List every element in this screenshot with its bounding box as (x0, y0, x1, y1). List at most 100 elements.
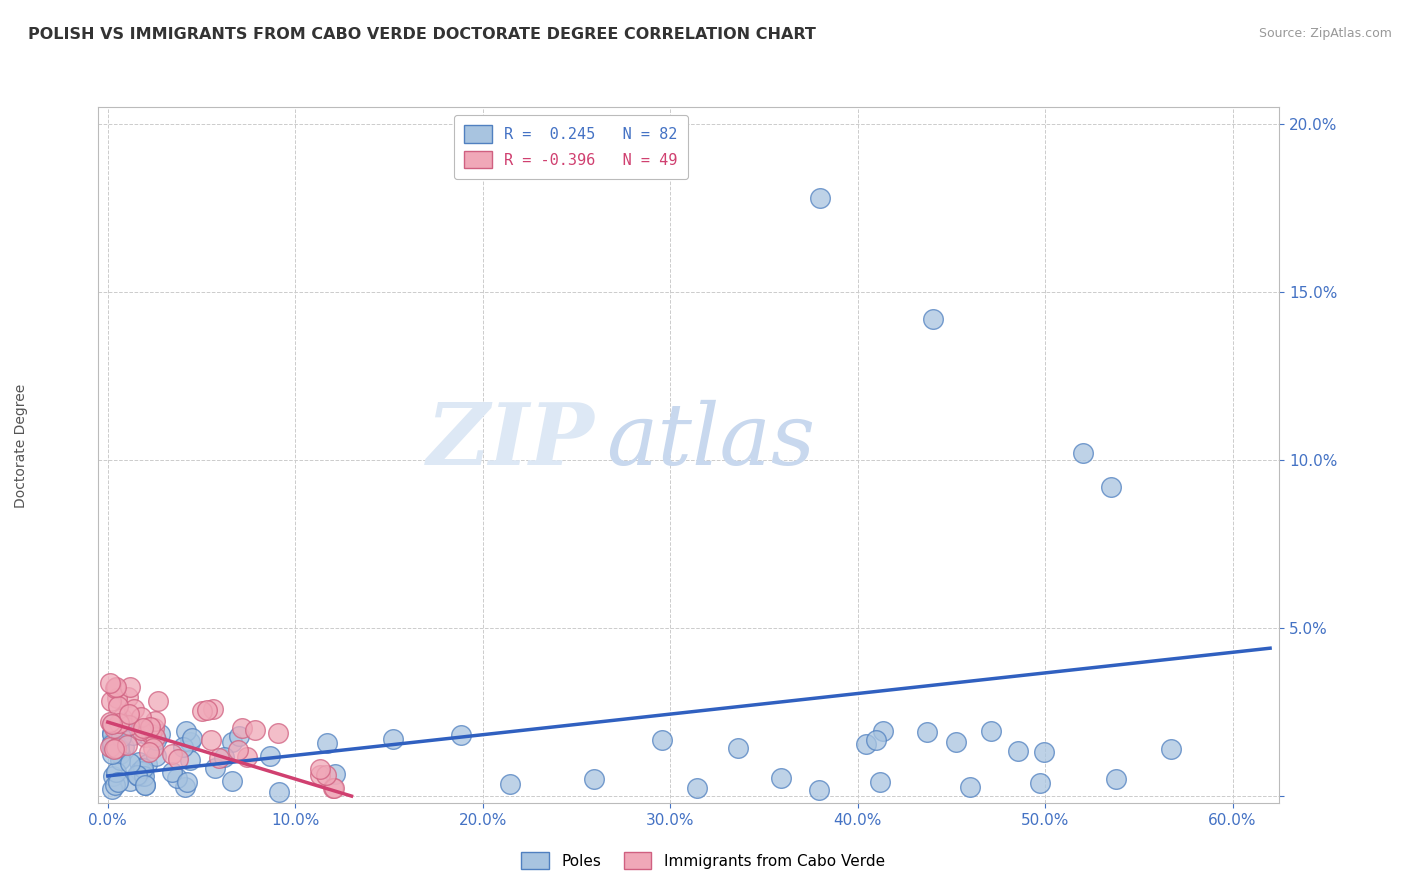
Point (145, 749, 167, 764)
Point (115, 738, 138, 752)
Point (100, 737, 122, 751)
Point (107, 774, 129, 789)
Point (259, 748, 281, 763)
Point (980, 724, 1002, 739)
Point (921, 311, 943, 326)
Point (200, 733, 222, 747)
Point (872, 724, 894, 739)
Point (139, 720, 162, 734)
Point (236, 750, 259, 764)
Point (309, 768, 332, 782)
Point (142, 741, 165, 756)
Point (135, 756, 157, 771)
Point (499, 776, 522, 790)
Point (108, 742, 131, 756)
Point (865, 733, 887, 747)
Point (1029, 776, 1052, 790)
Text: Source: ZipAtlas.com: Source: ZipAtlas.com (1258, 27, 1392, 40)
Legend: Poles, Immigrants from Cabo Verde: Poles, Immigrants from Cabo Verde (515, 846, 891, 875)
Point (166, 771, 188, 785)
Point (110, 730, 132, 744)
Point (103, 721, 125, 735)
Point (98, 676, 121, 690)
Point (149, 726, 172, 740)
Point (100, 694, 122, 708)
Point (134, 779, 156, 793)
Point (202, 702, 225, 716)
Point (111, 715, 134, 730)
Point (582, 772, 605, 787)
Point (134, 769, 156, 783)
Point (117, 690, 139, 705)
Point (98, 715, 121, 730)
Point (142, 721, 165, 735)
Point (101, 735, 124, 749)
Point (176, 723, 198, 738)
Point (143, 730, 166, 744)
Point (138, 745, 160, 759)
Point (118, 774, 141, 789)
Point (651, 733, 673, 747)
Point (267, 726, 290, 740)
Point (174, 780, 197, 794)
Point (111, 711, 134, 725)
Point (855, 737, 877, 751)
Point (315, 768, 337, 782)
Point (132, 722, 155, 736)
Point (221, 735, 243, 749)
Point (129, 710, 152, 724)
Point (105, 691, 128, 706)
Point (191, 704, 214, 718)
Point (101, 769, 124, 783)
Point (325, 766, 347, 780)
Point (107, 698, 129, 713)
Point (226, 742, 249, 756)
Point (945, 735, 967, 749)
Point (179, 735, 201, 749)
Point (315, 736, 337, 750)
Text: Doctorate Degree: Doctorate Degree (14, 384, 28, 508)
Point (1071, 446, 1094, 460)
Point (128, 755, 150, 769)
Point (118, 718, 141, 732)
Point (1007, 744, 1029, 758)
Point (103, 681, 125, 696)
Point (108, 747, 131, 761)
Point (131, 764, 153, 778)
Point (727, 740, 749, 755)
Point (129, 723, 152, 737)
Point (127, 768, 149, 782)
Point (160, 747, 183, 762)
Point (160, 765, 183, 780)
Point (959, 780, 981, 795)
Point (167, 751, 190, 765)
Point (267, 784, 290, 798)
Point (309, 762, 332, 776)
Point (103, 741, 125, 756)
Point (1105, 772, 1128, 787)
Point (869, 774, 891, 789)
Point (221, 774, 243, 789)
Point (450, 728, 472, 742)
Point (134, 731, 156, 745)
Point (915, 725, 938, 739)
Point (134, 778, 156, 792)
Point (143, 714, 166, 728)
Text: ZIP: ZIP (426, 400, 595, 483)
Point (128, 764, 150, 779)
Point (100, 747, 122, 762)
Point (100, 727, 122, 741)
Point (145, 733, 167, 747)
Point (381, 731, 404, 746)
Point (135, 727, 157, 741)
Point (118, 756, 141, 771)
Point (208, 750, 231, 764)
Text: atlas: atlas (606, 400, 815, 483)
Point (104, 740, 127, 755)
Legend: R =  0.245   N = 82, R = -0.396   N = 49: R = 0.245 N = 82, R = -0.396 N = 49 (454, 115, 688, 179)
Point (808, 191, 831, 205)
Point (104, 778, 127, 792)
Point (107, 716, 129, 731)
Point (1032, 746, 1054, 760)
Point (228, 729, 250, 743)
